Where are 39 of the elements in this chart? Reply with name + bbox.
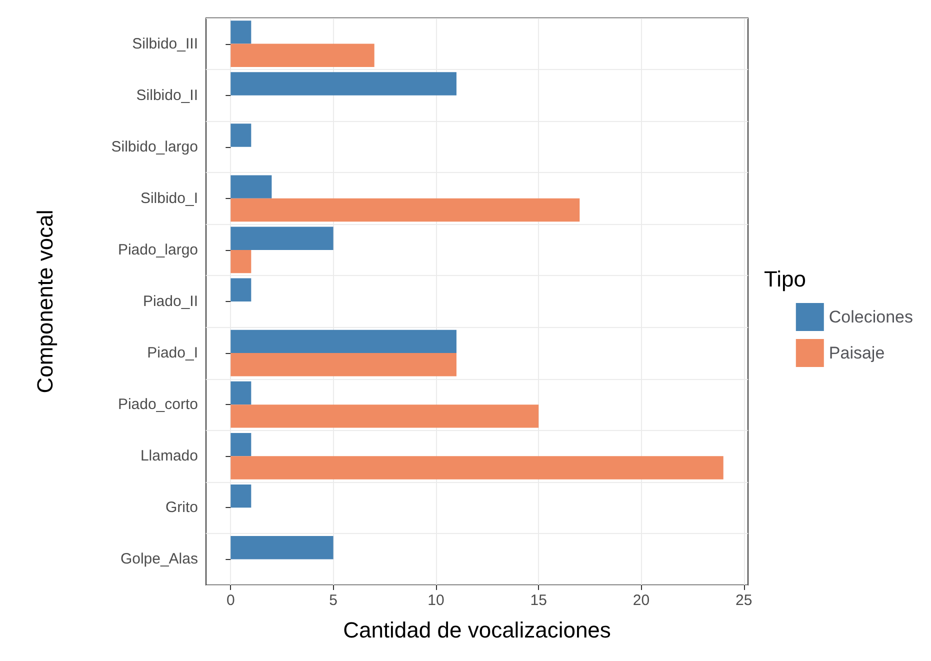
- bar: [230, 484, 252, 508]
- bar: [230, 250, 252, 274]
- y-tick-label: Piado_largo: [118, 241, 198, 258]
- bar: [230, 432, 252, 456]
- y-tick-label: Piado_I: [147, 344, 198, 362]
- legend-title: Tipo: [764, 266, 806, 292]
- bar: [230, 404, 539, 428]
- bar: [230, 124, 252, 147]
- bar: [230, 330, 456, 354]
- bar: [230, 353, 456, 376]
- bar: [230, 44, 374, 67]
- x-tick-label: 10: [428, 592, 444, 609]
- bar: [230, 72, 456, 96]
- y-tick-label: Silbido_I: [140, 190, 198, 207]
- x-tick-label: 20: [632, 592, 650, 609]
- y-axis-title: Componente vocal: [32, 210, 58, 394]
- legend-label: Coleciones: [828, 308, 914, 326]
- bar: [230, 278, 252, 302]
- x-axis-title: Cantidad de vocalizaciones: [343, 618, 611, 642]
- x-tick-label: 5: [329, 592, 338, 609]
- bar: [230, 175, 272, 198]
- y-tick-label: Golpe_Alas: [120, 550, 198, 568]
- x-tick-label: 0: [226, 592, 235, 609]
- y-tick-label: Llamado: [140, 448, 198, 465]
- x-tick-label: 25: [736, 592, 752, 609]
- y-tick-label: Silbido_II: [136, 86, 198, 104]
- y-tick-label: Piado_corto: [118, 396, 198, 414]
- bar: [230, 456, 724, 480]
- bar: [230, 536, 334, 560]
- x-tick-label: 15: [530, 592, 547, 609]
- y-tick-label: Silbido_largo: [111, 138, 198, 156]
- bar: [230, 198, 580, 222]
- y-tick-label: Piado_II: [142, 293, 198, 310]
- bar: [230, 20, 252, 44]
- y-tick-label: Grito: [165, 499, 198, 516]
- bar: [230, 381, 252, 405]
- legend-label: Paisaje: [828, 344, 885, 362]
- y-tick-label: Silbido_III: [132, 35, 198, 52]
- bar: [230, 226, 334, 250]
